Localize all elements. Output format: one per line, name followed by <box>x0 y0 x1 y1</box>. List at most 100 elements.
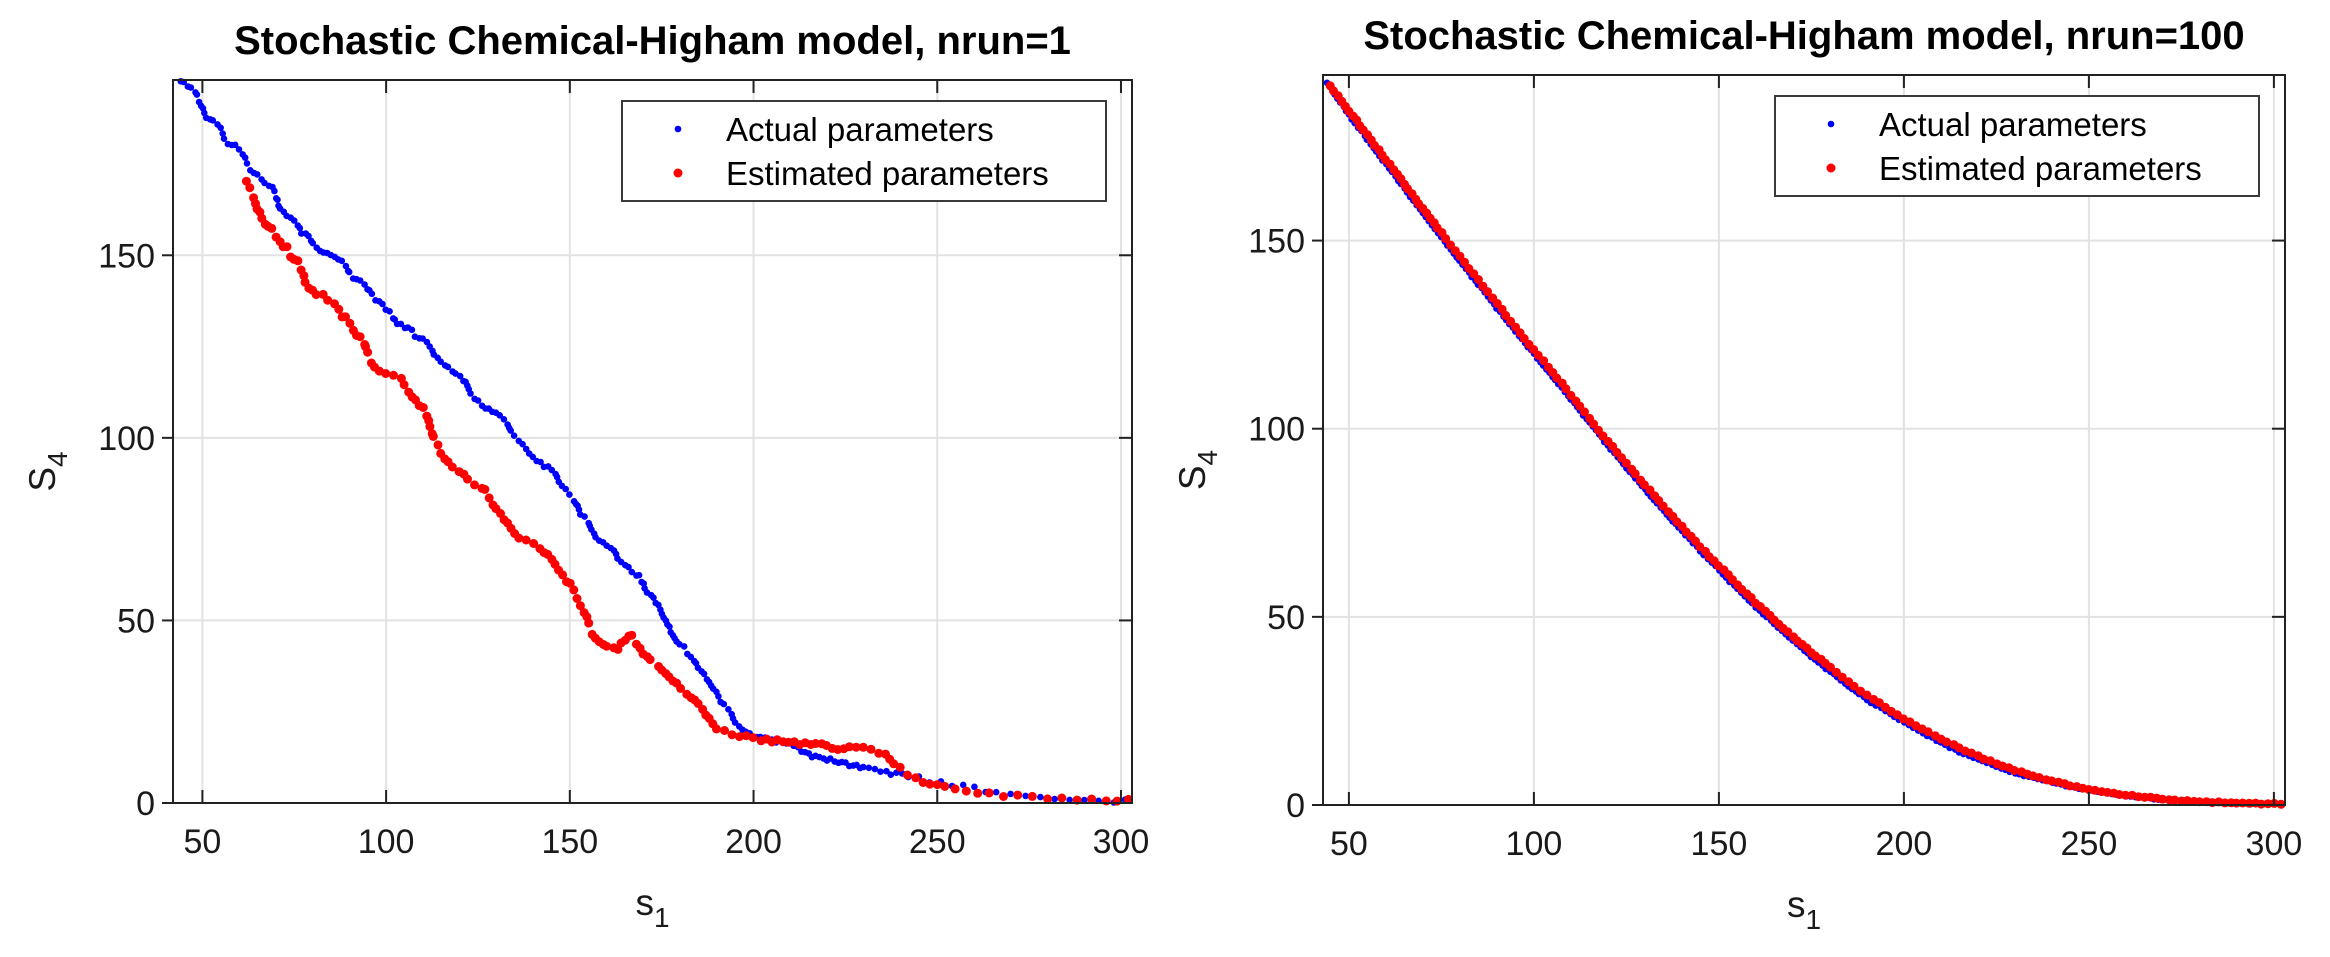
data-point <box>361 281 368 288</box>
data-point <box>628 568 636 576</box>
data-point <box>521 535 531 545</box>
data-point <box>645 655 655 665</box>
y-tick-label: 100 <box>1248 411 1305 449</box>
data-point <box>715 693 722 700</box>
data-point <box>971 783 978 791</box>
x-axis-label: s1 <box>635 882 669 933</box>
data-point <box>305 232 312 240</box>
x-tick-label: 200 <box>725 823 782 861</box>
data-point <box>569 585 579 595</box>
data-point <box>1923 727 1933 737</box>
axes: 50 100 150 200 250 300 0 50 100 150 <box>98 79 1150 861</box>
data-point <box>1501 310 1511 320</box>
data-point <box>584 618 594 628</box>
data-point <box>1087 794 1097 804</box>
data-point <box>992 788 1000 796</box>
data-point <box>408 326 416 334</box>
data-point <box>851 742 861 752</box>
data-point <box>363 347 373 357</box>
x-axis-label: s1 <box>1787 884 1821 935</box>
data-point <box>379 300 386 308</box>
data-point <box>999 792 1008 801</box>
data-point <box>2121 790 2130 800</box>
data-point <box>368 290 376 298</box>
data-point <box>1589 419 1599 429</box>
data-point <box>1942 737 1952 747</box>
data-point <box>666 623 673 630</box>
data-point <box>748 733 758 743</box>
data-point <box>635 571 643 579</box>
data-point <box>418 403 428 412</box>
data-point <box>575 601 585 611</box>
y-tick-label: 0 <box>1286 787 1305 825</box>
data-point <box>858 742 868 752</box>
data-point <box>602 641 612 651</box>
data-point <box>428 432 438 441</box>
legend-marker-estimated-dot <box>1826 163 1836 173</box>
data-point <box>734 732 744 742</box>
data-point <box>558 570 568 580</box>
data-point <box>500 416 508 423</box>
data-point <box>219 130 226 137</box>
data-point <box>2034 773 2044 782</box>
data-point <box>925 779 935 789</box>
data-point <box>253 171 261 178</box>
axis-box <box>1322 74 2286 806</box>
data-point <box>1013 790 1023 800</box>
data-point <box>2195 797 2205 807</box>
data-point <box>470 480 479 490</box>
data-point <box>625 563 632 571</box>
data-point <box>510 432 518 440</box>
data-point <box>341 312 350 322</box>
data-point <box>871 765 879 773</box>
series-actual-parameters <box>177 78 1129 806</box>
data-point <box>1539 356 1549 366</box>
data-point <box>950 784 960 794</box>
data-point <box>514 533 524 543</box>
y-axis-label: S4 <box>1172 450 1223 490</box>
data-point <box>271 187 278 195</box>
data-point <box>397 320 405 328</box>
data-point <box>865 764 873 772</box>
data-point <box>725 706 732 713</box>
data-point <box>235 146 243 153</box>
data-point <box>627 630 637 640</box>
data-point <box>290 217 298 224</box>
data-point <box>1027 791 1037 801</box>
data-point <box>1101 796 1111 806</box>
data-point <box>496 412 504 419</box>
data-point <box>447 462 457 472</box>
data-point <box>566 491 573 498</box>
chart-panel-nrun1: 50 100 150 200 250 300 0 50 100 150 Stochastic Che… <box>22 19 1150 933</box>
x-tick-label: 300 <box>1093 823 1150 861</box>
x-tick-label: 150 <box>1691 825 1748 863</box>
data-point <box>720 726 729 735</box>
data-point <box>463 474 472 484</box>
y-tick-label: 150 <box>98 237 155 275</box>
chart-title: Stochastic Chemical-Higham model, nrun=1 <box>234 19 1071 63</box>
data-point <box>187 84 195 91</box>
data-point <box>1849 681 1859 691</box>
data-point <box>220 135 228 142</box>
data-point <box>480 484 490 494</box>
y-axis-label: S4 <box>22 451 73 491</box>
data-point <box>676 683 686 693</box>
data-point <box>565 578 575 588</box>
data-point <box>2182 796 2192 806</box>
data-point <box>1051 795 1058 803</box>
data-point <box>338 257 346 265</box>
data-point <box>932 780 942 790</box>
legend-marker-actual-dot <box>1827 120 1835 128</box>
data-point <box>1037 793 1044 801</box>
data-point <box>433 440 443 450</box>
data-point <box>1007 790 1014 798</box>
data-point <box>507 427 514 434</box>
axis-box <box>172 79 1133 804</box>
data-point <box>902 770 912 780</box>
data-point <box>887 771 895 778</box>
data-point <box>209 117 217 124</box>
data-point <box>345 268 353 276</box>
data-point <box>720 700 728 708</box>
data-point <box>2157 794 2167 804</box>
data-point <box>572 594 582 603</box>
